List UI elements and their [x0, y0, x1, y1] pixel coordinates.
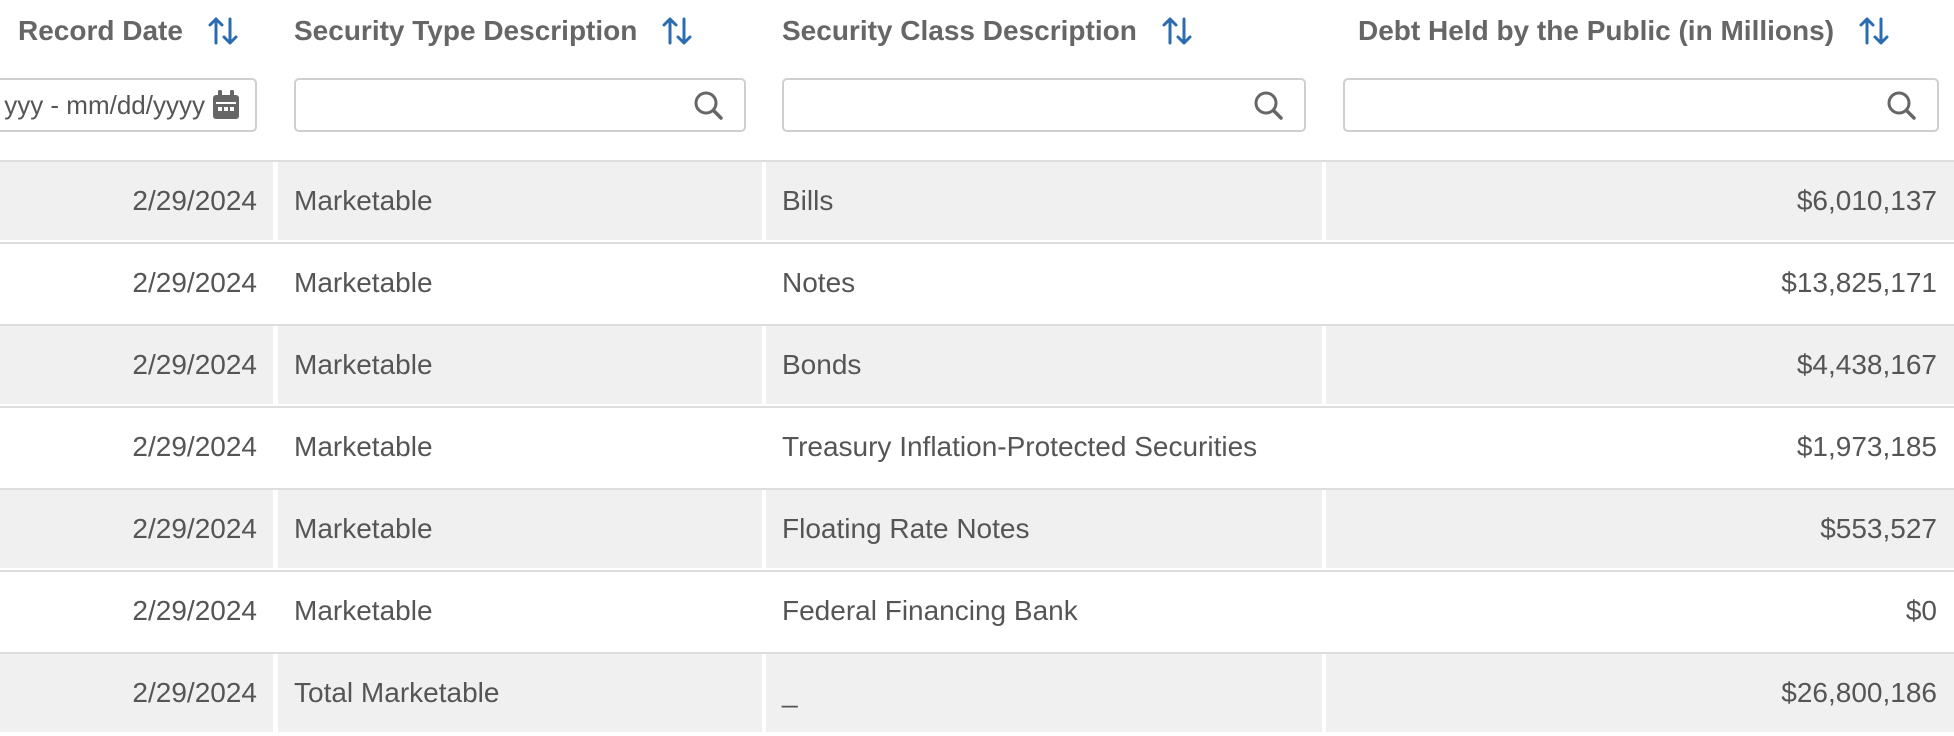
debt-held-cell: $6,010,137	[1326, 162, 1954, 240]
debt-held-cell: $553,527	[1326, 490, 1954, 568]
sort-arrows-icon[interactable]	[661, 16, 693, 46]
record-date-cell: 2/29/2024	[0, 654, 273, 732]
search-icon	[1252, 89, 1284, 121]
column-header-debt-held[interactable]: Debt Held by the Public (in Millions)	[1358, 8, 1890, 54]
record-date-cell: 2/29/2024	[132, 267, 257, 298]
table-row[interactable]: 2/29/2024 Marketable Floating Rate Notes…	[0, 490, 1954, 572]
record-date-cell: 2/29/2024	[0, 162, 273, 240]
row-divider	[0, 242, 1954, 244]
sort-arrows-icon[interactable]	[1161, 16, 1193, 46]
security-class-cell: _	[766, 654, 1322, 732]
debt-held-cell: $0	[1905, 595, 1937, 626]
row-divider	[0, 324, 1954, 326]
table-row[interactable]: 2/29/2024 Marketable Treasury Inflation-…	[0, 408, 1954, 490]
security-type-search-input[interactable]	[296, 80, 744, 130]
debt-held-filter[interactable]	[1343, 78, 1939, 132]
row-divider	[0, 570, 1954, 572]
debt-held-search-input[interactable]	[1345, 80, 1937, 130]
security-class-cell: Federal Financing Bank	[782, 595, 1078, 626]
security-class-cell: Bonds	[766, 326, 1322, 404]
record-date-cell: 2/29/2024	[0, 490, 273, 568]
security-type-cell: Marketable	[294, 267, 433, 298]
column-header-security-class[interactable]: Security Class Description	[782, 8, 1193, 54]
calendar-icon[interactable]	[211, 89, 241, 121]
security-class-search-input[interactable]	[784, 80, 1304, 130]
security-type-filter[interactable]	[294, 78, 746, 132]
row-divider	[0, 488, 1954, 490]
security-type-cell: Marketable	[294, 595, 433, 626]
search-icon	[692, 89, 724, 121]
security-type-cell: Marketable	[294, 431, 433, 462]
security-class-cell: Notes	[782, 267, 856, 298]
sort-arrows-icon[interactable]	[1858, 16, 1890, 46]
security-class-cell: Treasury Inflation-Protected Securities	[782, 431, 1258, 462]
column-label: Debt Held by the Public (in Millions)	[1358, 15, 1835, 46]
row-divider	[0, 406, 1954, 408]
sort-arrows-icon[interactable]	[207, 16, 239, 46]
table-row[interactable]: 2/29/2024 Marketable Notes $13,825,171	[0, 244, 1954, 326]
debt-held-cell: $4,438,167	[1326, 326, 1954, 404]
column-label: Security Class Description	[782, 15, 1137, 46]
table-row[interactable]: 2/29/2024 Marketable Bills $6,010,137	[0, 162, 1954, 244]
table-header: Record Date Security Type Description Se…	[0, 0, 1954, 160]
security-class-cell: Floating Rate Notes	[766, 490, 1322, 568]
column-label: Record Date	[18, 15, 183, 46]
record-date-cell: 2/29/2024	[132, 595, 257, 626]
column-header-record-date[interactable]: Record Date	[18, 8, 239, 54]
security-class-filter[interactable]	[782, 78, 1306, 132]
security-class-cell: Bills	[766, 162, 1322, 240]
column-header-security-type[interactable]: Security Type Description	[294, 8, 693, 54]
table-row[interactable]: 2/29/2024 Total Marketable _ $26,800,186	[0, 654, 1954, 736]
security-type-cell: Marketable	[278, 326, 762, 404]
table-row[interactable]: 2/29/2024 Marketable Federal Financing B…	[0, 572, 1954, 654]
table-row[interactable]: 2/29/2024 Marketable Bonds $4,438,167	[0, 326, 1954, 408]
date-range-input[interactable]: yyy - mm/dd/yyyy	[4, 90, 205, 120]
security-type-cell: Marketable	[278, 490, 762, 568]
row-divider	[0, 652, 1954, 654]
header-divider	[0, 160, 1954, 162]
debt-held-cell: $26,800,186	[1326, 654, 1954, 732]
security-type-cell: Marketable	[278, 162, 762, 240]
security-type-cell: Total Marketable	[278, 654, 762, 732]
column-label: Security Type Description	[294, 15, 638, 46]
record-date-cell: 2/29/2024	[0, 326, 273, 404]
debt-held-cell: $1,973,185	[1796, 431, 1937, 462]
search-icon	[1885, 89, 1917, 121]
record-date-cell: 2/29/2024	[132, 431, 257, 462]
debt-held-cell: $13,825,171	[1781, 267, 1937, 298]
record-date-filter[interactable]: yyy - mm/dd/yyyy	[0, 78, 257, 132]
